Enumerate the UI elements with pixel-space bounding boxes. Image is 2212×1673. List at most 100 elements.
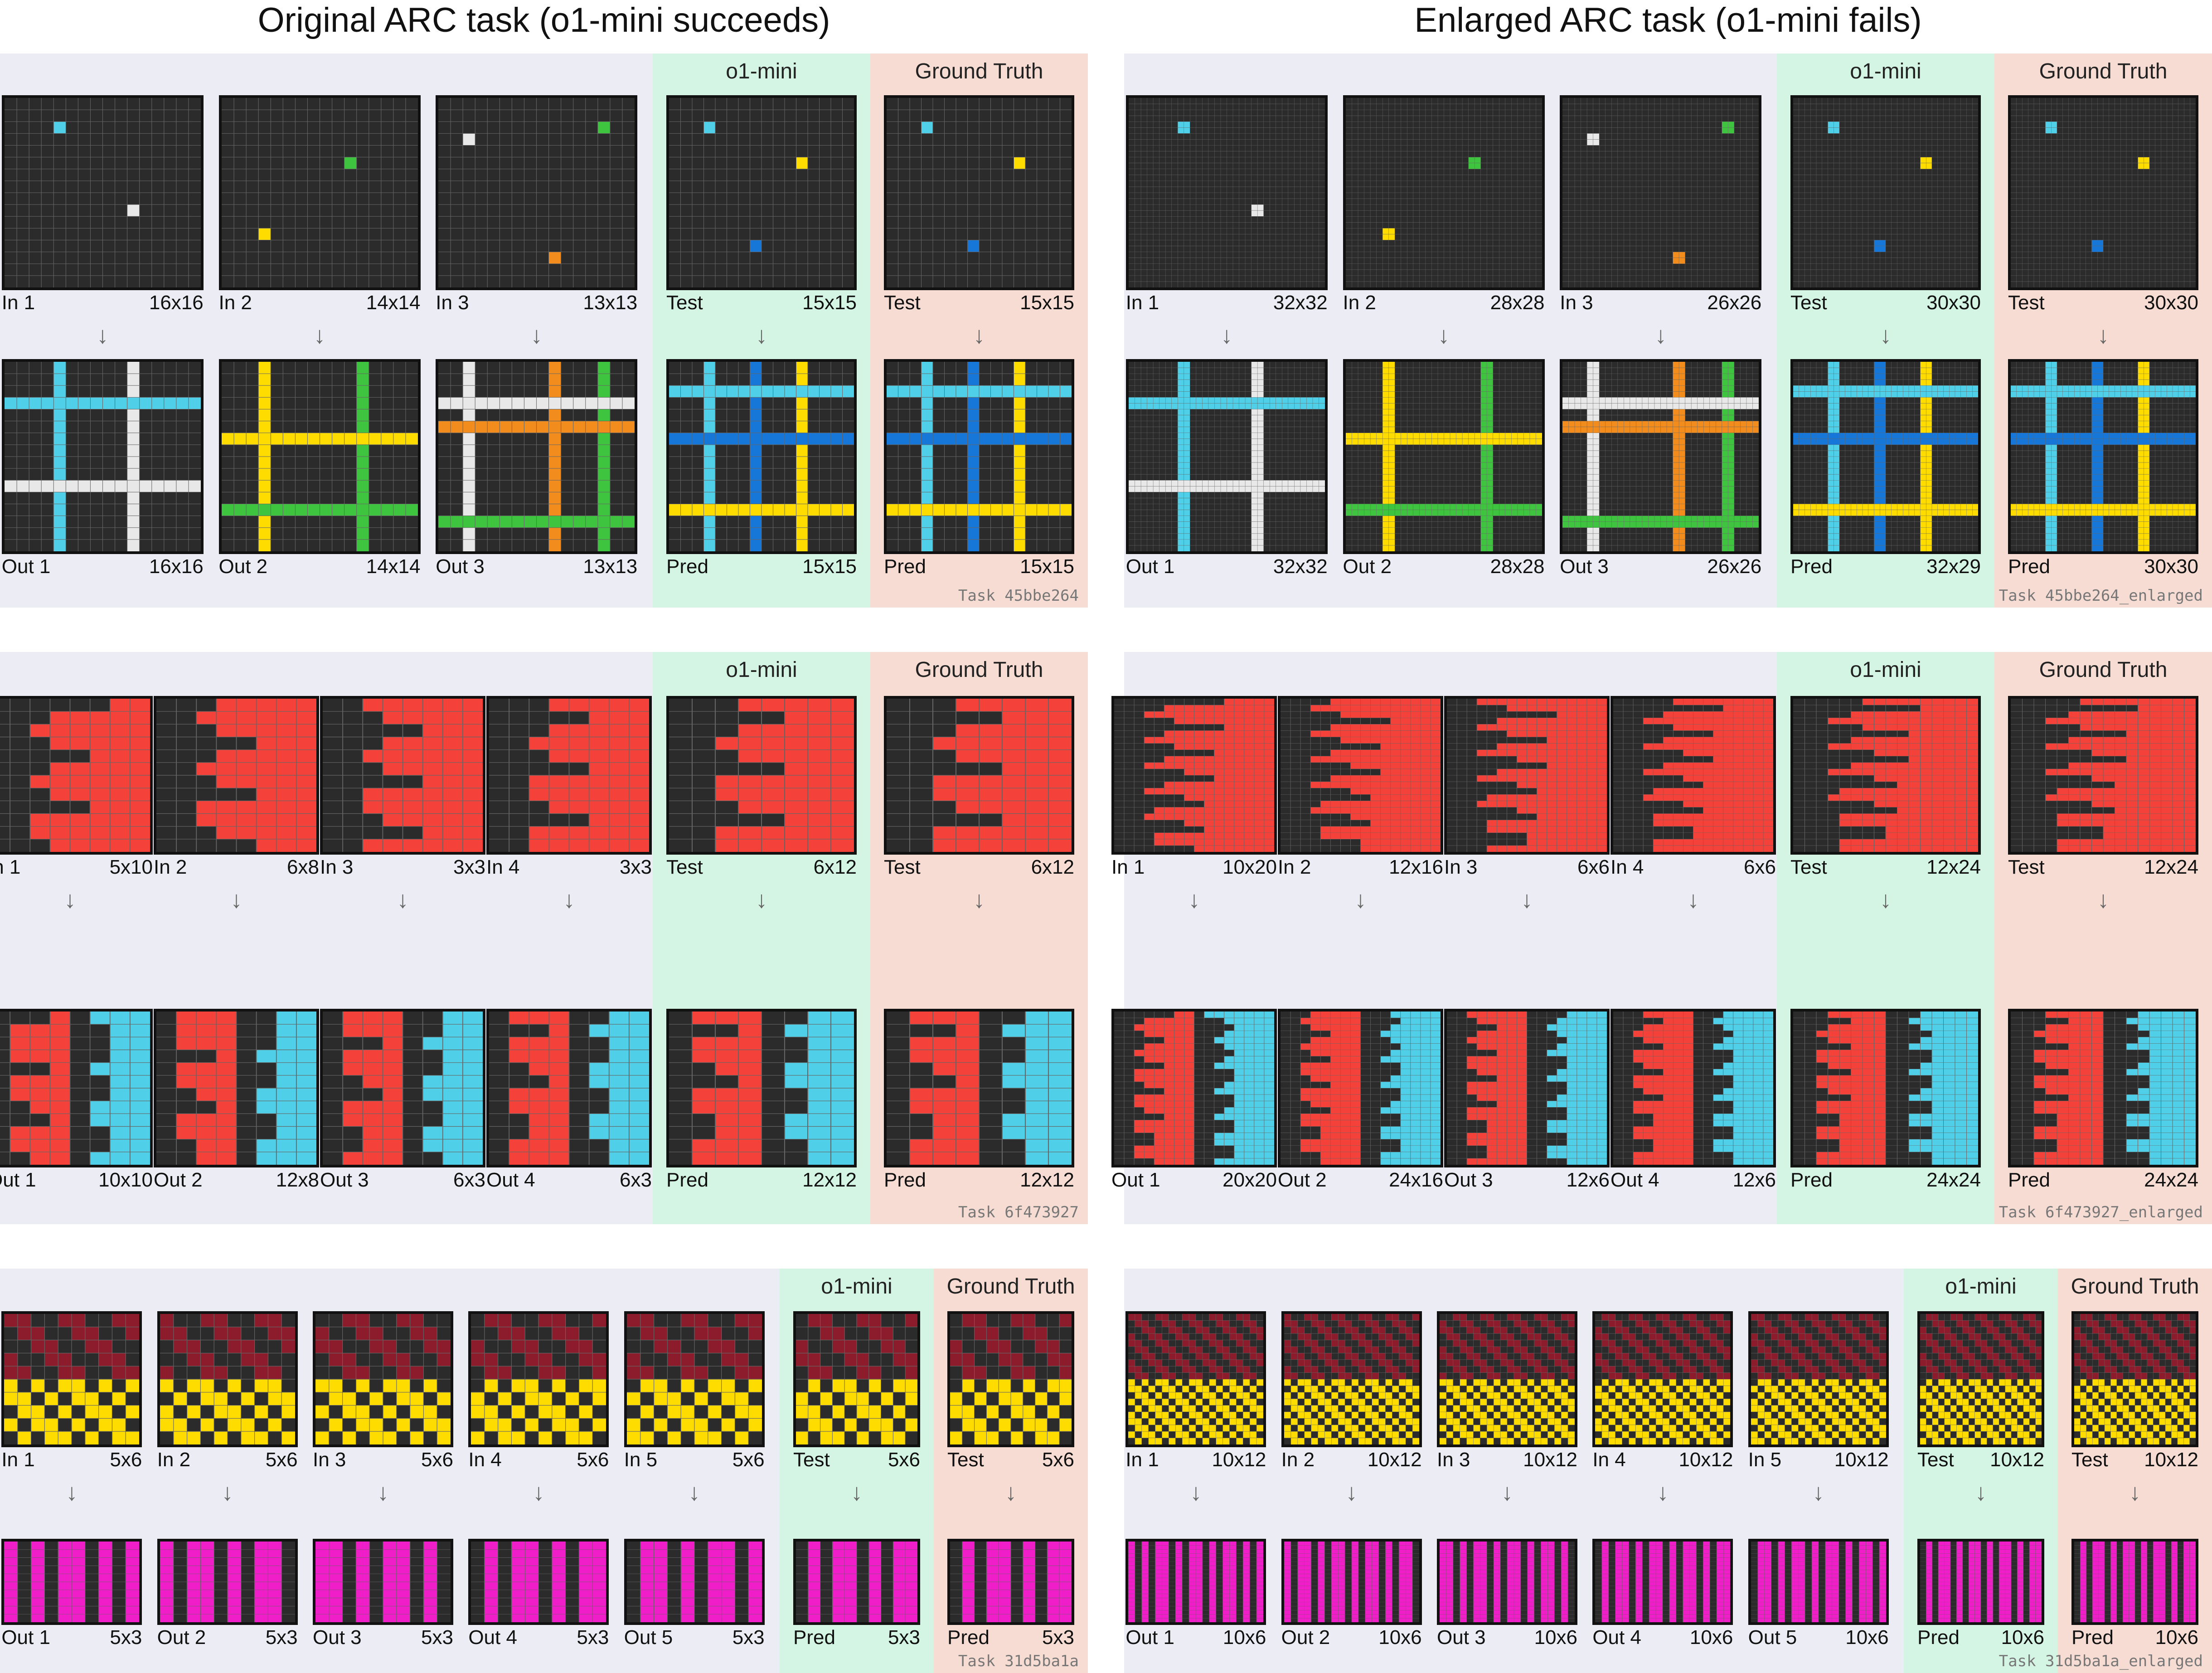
output-size: 10x6 <box>1689 1626 1733 1649</box>
grid-cells <box>1920 1542 2042 1622</box>
input-grid <box>1281 1311 1422 1447</box>
output-grid <box>0 1009 153 1167</box>
prediction-size: 12x12 <box>802 1169 857 1191</box>
output-grid <box>1343 359 1545 554</box>
grid-cells <box>669 98 854 287</box>
left-title: Original ARC task (o1-mini succeeds) <box>257 1 830 39</box>
pred-prediction-grid <box>1917 1539 2044 1625</box>
output-label: Out 1 <box>0 1169 36 1191</box>
input-size: 10x12 <box>1212 1449 1266 1471</box>
prediction-label: Pred <box>793 1626 835 1649</box>
input-grid <box>1 95 204 290</box>
output-size: 16x16 <box>149 555 204 578</box>
test-label: Test <box>2008 856 2045 878</box>
grid-cells <box>489 699 649 852</box>
o1-mini-header: o1-mini <box>1850 658 1921 682</box>
input-grid <box>1125 1311 1266 1447</box>
output-grid <box>468 1539 609 1625</box>
output-label: Out 2 <box>154 1169 203 1191</box>
test-size: 15x15 <box>802 292 857 314</box>
prediction-size: 32x29 <box>1926 555 1981 578</box>
output-grid <box>486 1009 652 1167</box>
input-grid <box>468 1311 609 1447</box>
grid-cells <box>471 1542 606 1622</box>
test-label: Test <box>1917 1449 1954 1471</box>
output-label: Out 2 <box>1281 1626 1330 1649</box>
output-size: 10x6 <box>1222 1626 1266 1649</box>
ground-truth-header: Ground Truth <box>915 658 1043 682</box>
grid-cells <box>315 1314 451 1444</box>
grid-cells <box>1345 98 1542 287</box>
input-label: In 2 <box>154 856 187 878</box>
down-arrow-icon: ↓ <box>314 322 325 349</box>
input-label: In 4 <box>486 856 520 878</box>
down-arrow-icon: ↓ <box>563 887 575 913</box>
input-label: In 3 <box>313 1449 346 1471</box>
prediction-label: Pred <box>884 555 926 578</box>
output-grid <box>1281 1539 1422 1625</box>
task-id: Task 45bbe264 <box>958 587 1079 605</box>
down-arrow-icon: ↓ <box>1521 887 1533 913</box>
down-arrow-icon: ↓ <box>1354 887 1367 913</box>
grid-cells <box>796 1314 917 1444</box>
grid-cells <box>1751 1542 1886 1622</box>
prediction-size: 5x3 <box>888 1626 920 1649</box>
right-title: Enlarged ARC task (o1-mini fails) <box>1414 1 1922 39</box>
pred-test-grid <box>793 1311 920 1447</box>
grid-cells <box>669 362 854 551</box>
grid-cells <box>1793 98 1978 287</box>
output-grid <box>436 359 638 554</box>
test-label: Test <box>666 292 703 314</box>
input-label: In 4 <box>1610 856 1644 878</box>
grid-cells <box>887 699 1072 852</box>
down-arrow-icon: ↓ <box>397 887 409 913</box>
gt-test-grid <box>947 1311 1074 1447</box>
input-grid <box>624 1311 765 1447</box>
input-label: In 5 <box>624 1449 658 1471</box>
output-size: 5x3 <box>732 1626 765 1649</box>
output-grid <box>1125 1539 1266 1625</box>
output-label: Out 5 <box>1748 1626 1797 1649</box>
output-grid <box>1560 359 1762 554</box>
grid-cells <box>156 1012 316 1165</box>
gt-test-grid <box>884 95 1074 290</box>
grid-cells <box>156 699 316 852</box>
output-grid <box>1437 1539 1577 1625</box>
input-label: In 3 <box>320 856 354 878</box>
input-size: 10x12 <box>1678 1449 1733 1471</box>
test-label: Test <box>666 856 703 878</box>
down-arrow-icon: ↓ <box>1880 887 1892 913</box>
input-size: 10x12 <box>1367 1449 1422 1471</box>
grid-cells <box>1447 699 1607 852</box>
output-label: Out 1 <box>1125 555 1175 578</box>
grid-cells <box>669 699 854 852</box>
input-label: In 3 <box>436 292 469 314</box>
test-label: Test <box>2071 1449 2108 1471</box>
output-size: 5x3 <box>577 1626 609 1649</box>
input-size: 10x12 <box>1834 1449 1889 1471</box>
test-size: 12x24 <box>2144 856 2198 878</box>
grid-cells <box>323 699 483 852</box>
input-size: 3x3 <box>620 856 652 878</box>
grid-cells <box>887 98 1072 287</box>
output-grid <box>1592 1539 1733 1625</box>
down-arrow-icon: ↓ <box>1188 887 1200 913</box>
grid-cells <box>887 1012 1072 1165</box>
gt-prediction-grid <box>2071 1539 2198 1625</box>
input-grid <box>154 696 319 855</box>
prediction-label: Pred <box>2071 1626 2114 1649</box>
grid-cells <box>1128 98 1325 287</box>
test-size: 10x12 <box>1990 1449 2044 1471</box>
input-label: In 3 <box>1437 1449 1470 1471</box>
output-label: Out 4 <box>1610 1169 1659 1191</box>
grid-cells <box>950 1314 1072 1444</box>
test-label: Test <box>947 1449 984 1471</box>
output-label: Out 1 <box>1 555 51 578</box>
output-label: Out 1 <box>1111 1169 1160 1191</box>
grid-cells <box>2011 98 2196 287</box>
input-size: 12x16 <box>1389 856 1443 878</box>
ground-truth-header: Ground Truth <box>2071 1274 2199 1299</box>
prediction-label: Pred <box>2008 555 2050 578</box>
output-grid <box>624 1539 765 1625</box>
pred-prediction-grid <box>666 359 857 554</box>
